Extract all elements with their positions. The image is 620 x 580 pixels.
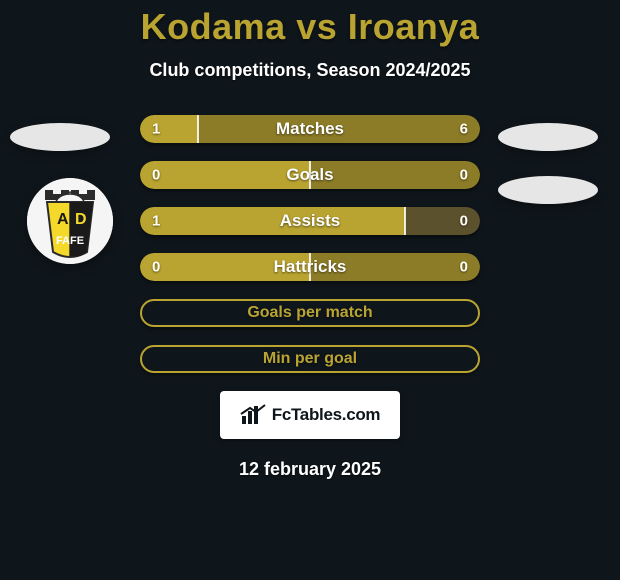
- bars-icon: [240, 404, 266, 426]
- player1-flag: [10, 123, 110, 151]
- stat-bar-right: [198, 115, 480, 143]
- stat-value-right: 6: [460, 121, 468, 138]
- stat-row-assists: 10Assists: [140, 207, 480, 235]
- svg-text:D: D: [75, 211, 87, 228]
- stat-divider: [404, 207, 406, 235]
- stat-label: Min per goal: [142, 350, 478, 368]
- brand-logo[interactable]: FcTables.com: [220, 391, 400, 439]
- generated-date: 12 february 2025: [0, 459, 620, 480]
- stat-label: Goals per match: [142, 304, 478, 322]
- brand-text: FcTables.com: [272, 405, 381, 425]
- stat-row-goals: 00Goals: [140, 161, 480, 189]
- stat-bar-right: [310, 253, 480, 281]
- club-crest: A D FAFE: [27, 178, 113, 264]
- stat-bar-left: [140, 207, 405, 235]
- stat-value-right: 0: [460, 167, 468, 184]
- stat-value-left: 0: [152, 167, 160, 184]
- stat-divider: [309, 161, 311, 189]
- stat-value-left: 1: [152, 121, 160, 138]
- stat-value-left: 0: [152, 259, 160, 276]
- player2-flag2: [498, 176, 598, 204]
- stat-bar-left: [140, 253, 310, 281]
- stat-bars: 16Matches00Goals10Assists00HattricksGoal…: [140, 115, 480, 373]
- stat-value-left: 1: [152, 213, 160, 230]
- comparison-title: Kodama vs Iroanya: [0, 6, 620, 48]
- player2-flag1: [498, 123, 598, 151]
- comparison-subtitle: Club competitions, Season 2024/2025: [0, 60, 620, 81]
- stat-bar-right: [310, 161, 480, 189]
- stat-row-matches: 16Matches: [140, 115, 480, 143]
- stat-divider: [197, 115, 199, 143]
- stat-row-goals-per-match: Goals per match: [140, 299, 480, 327]
- stat-bar-left: [140, 115, 198, 143]
- svg-text:FAFE: FAFE: [56, 235, 84, 247]
- svg-text:A: A: [57, 211, 69, 228]
- stat-bar-right: [405, 207, 480, 235]
- stat-divider: [309, 253, 311, 281]
- stat-value-right: 0: [460, 259, 468, 276]
- stat-row-hattricks: 00Hattricks: [140, 253, 480, 281]
- stat-value-right: 0: [460, 213, 468, 230]
- stat-row-min-per-goal: Min per goal: [140, 345, 480, 373]
- stat-bar-left: [140, 161, 310, 189]
